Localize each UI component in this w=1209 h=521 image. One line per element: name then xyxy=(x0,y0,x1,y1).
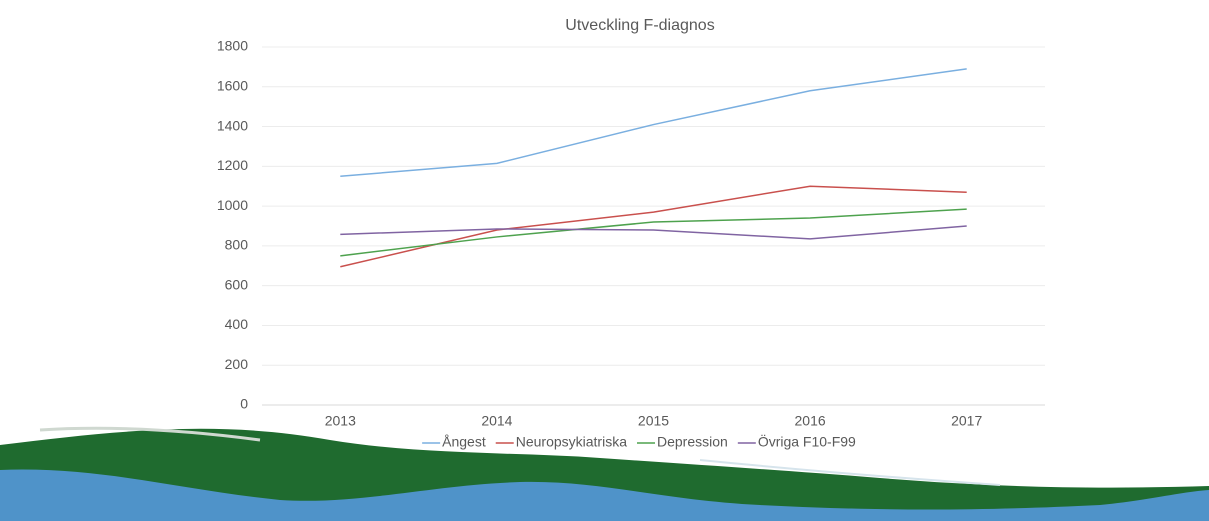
y-tick-label: 200 xyxy=(225,356,249,372)
legend-item: Ångest xyxy=(422,434,486,450)
series-line xyxy=(340,209,966,256)
y-tick-label: 1800 xyxy=(217,38,248,54)
series-line xyxy=(340,186,966,267)
series-line xyxy=(340,226,966,239)
y-tick-label: 1400 xyxy=(217,117,248,133)
legend-label: Depression xyxy=(657,434,728,450)
y-tick-label: 1200 xyxy=(217,157,248,173)
legend-item: Övriga F10-F99 xyxy=(738,433,856,450)
y-tick-label: 1000 xyxy=(217,197,248,213)
legend-label: Ångest xyxy=(442,434,486,450)
page: Utveckling F-diagnos 0 200 400 600 800 1000 12… xyxy=(0,0,1209,521)
y-tick-label: 0 xyxy=(240,396,248,412)
series-line xyxy=(340,69,966,176)
legend-label: Övriga F10-F99 xyxy=(758,433,856,450)
x-tick-label: 2017 xyxy=(951,413,982,429)
x-tick-label: 2013 xyxy=(325,413,356,429)
x-tick-label: 2014 xyxy=(481,413,512,429)
y-tick-label: 400 xyxy=(225,316,249,332)
x-tick-label: 2015 xyxy=(638,413,669,429)
chart: Utveckling F-diagnos 0 200 400 600 800 1000 12… xyxy=(0,0,1209,521)
y-tick-label: 1600 xyxy=(217,77,248,93)
legend-label: Neuropsykiatriska xyxy=(516,434,627,450)
legend-item: Neuropsykiatriska xyxy=(496,434,627,450)
legend-item: Depression xyxy=(637,434,728,450)
y-tick-label: 600 xyxy=(225,276,249,292)
y-tick-label: 800 xyxy=(225,237,249,253)
x-tick-label: 2016 xyxy=(795,413,826,429)
chart-title: Utveckling F-diagnos xyxy=(565,17,714,34)
